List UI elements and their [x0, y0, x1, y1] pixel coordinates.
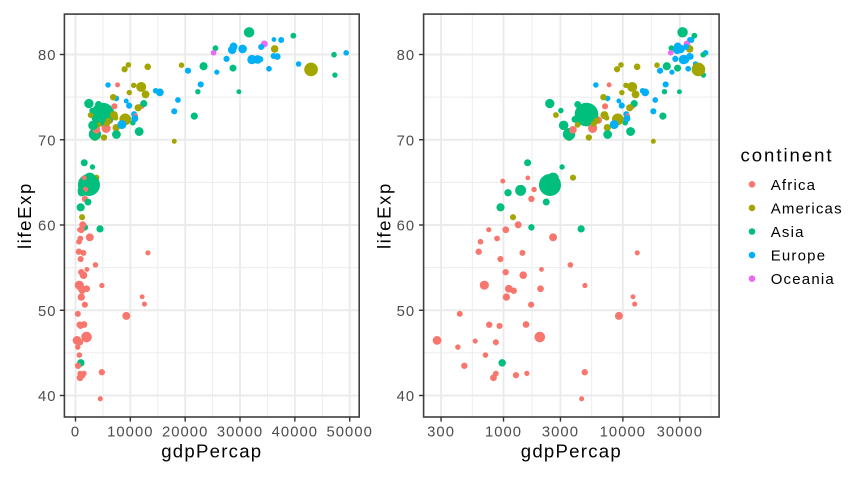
svg-text:0: 0 — [71, 425, 80, 441]
svg-text:50000: 50000 — [326, 425, 372, 441]
svg-text:continent: continent — [741, 144, 834, 165]
svg-text:70: 70 — [38, 133, 57, 149]
svg-text:Americas: Americas — [771, 200, 843, 217]
svg-text:60: 60 — [38, 219, 57, 235]
svg-text:10000: 10000 — [600, 425, 646, 441]
svg-text:Europe: Europe — [771, 248, 827, 265]
svg-text:70: 70 — [397, 133, 416, 149]
svg-text:60: 60 — [397, 219, 416, 235]
svg-text:40: 40 — [38, 389, 57, 405]
svg-text:30000: 30000 — [217, 425, 263, 441]
svg-text:80: 80 — [38, 48, 57, 64]
svg-text:Oceania: Oceania — [771, 271, 835, 288]
svg-text:gdpPercap: gdpPercap — [161, 441, 262, 462]
svg-text:Asia: Asia — [771, 224, 805, 241]
svg-text:10000: 10000 — [107, 425, 153, 441]
svg-text:1000: 1000 — [485, 425, 522, 441]
svg-text:40000: 40000 — [272, 425, 318, 441]
svg-text:300: 300 — [427, 425, 455, 441]
svg-text:gdpPercap: gdpPercap — [521, 441, 622, 462]
svg-text:50: 50 — [397, 304, 416, 320]
svg-text:20000: 20000 — [162, 425, 208, 441]
svg-text:lifeExp: lifeExp — [14, 182, 35, 249]
svg-text:30000: 30000 — [657, 425, 703, 441]
svg-text:80: 80 — [397, 48, 416, 64]
svg-text:lifeExp: lifeExp — [374, 182, 395, 249]
svg-text:50: 50 — [38, 304, 57, 320]
svg-text:Africa: Africa — [771, 177, 817, 194]
svg-text:3000: 3000 — [542, 425, 579, 441]
svg-text:40: 40 — [397, 389, 416, 405]
